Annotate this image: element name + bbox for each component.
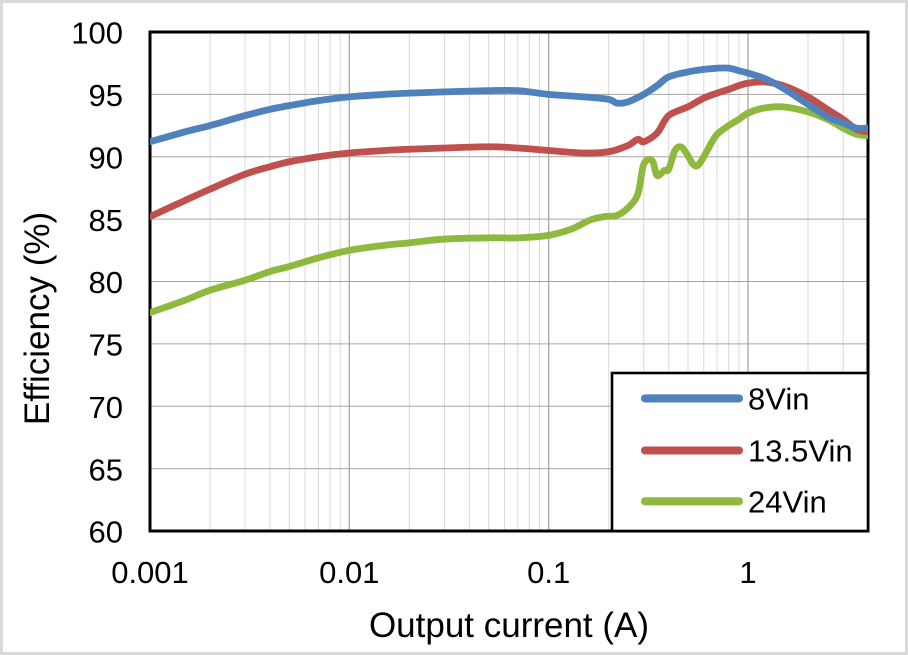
svg-text:0.001: 0.001: [111, 555, 189, 590]
svg-text:65: 65: [89, 452, 123, 487]
svg-text:90: 90: [89, 140, 123, 175]
svg-text:70: 70: [89, 390, 123, 425]
svg-text:0.01: 0.01: [319, 555, 379, 590]
svg-text:60: 60: [89, 515, 123, 550]
svg-text:13.5Vin: 13.5Vin: [748, 434, 853, 469]
svg-text:1: 1: [739, 555, 756, 590]
svg-text:8Vin: 8Vin: [748, 382, 810, 417]
svg-text:80: 80: [89, 265, 123, 300]
svg-text:75: 75: [89, 328, 123, 363]
svg-text:24Vin: 24Vin: [748, 484, 827, 519]
svg-text:0.1: 0.1: [527, 555, 570, 590]
svg-text:100: 100: [71, 16, 123, 51]
svg-text:95: 95: [89, 78, 123, 113]
svg-text:85: 85: [89, 203, 123, 238]
svg-text:Efficiency (%): Efficiency (%): [18, 212, 57, 425]
svg-text:Output current (A): Output current (A): [369, 606, 649, 645]
